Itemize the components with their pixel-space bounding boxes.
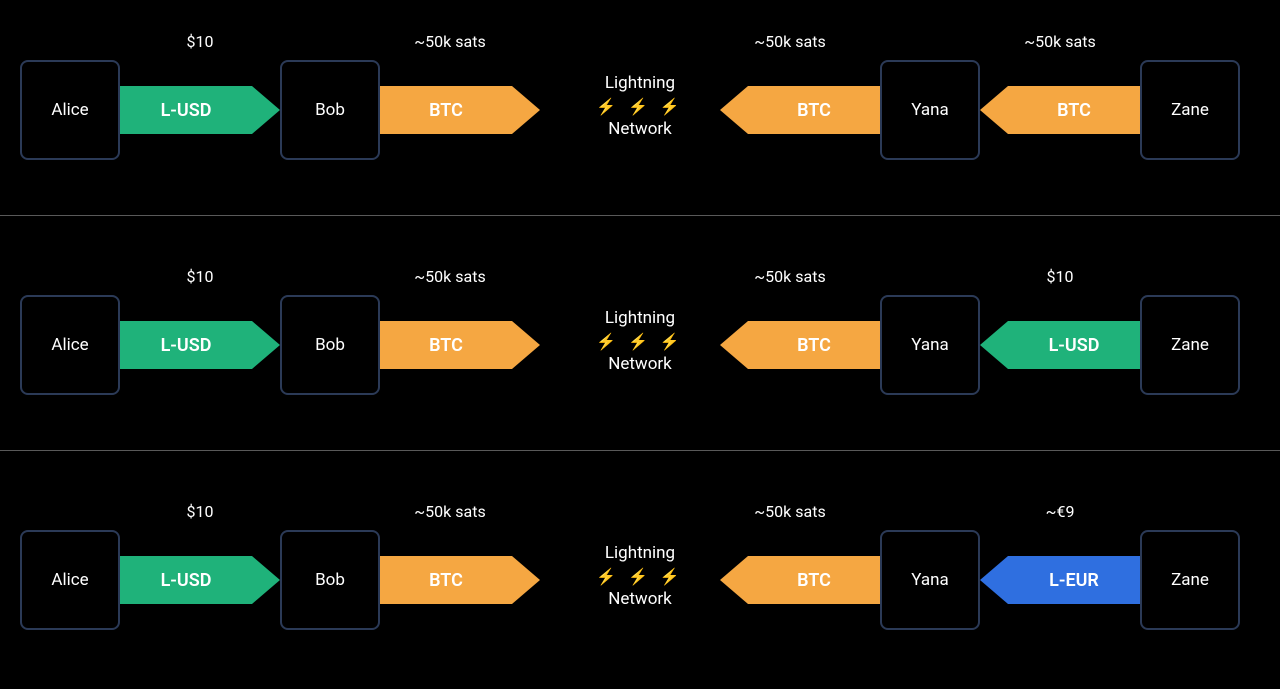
arrow-text: L-USD <box>161 570 212 591</box>
lightning-network-label: Lightning⚡ ⚡ ⚡Network <box>570 307 710 377</box>
arrow-text: BTC <box>429 100 463 121</box>
arrow-b_to_c: BTC <box>380 321 540 369</box>
arrow-shaft: L-USD <box>120 86 252 134</box>
arrow-value-label: $10 <box>130 32 270 51</box>
arrow-value-label: ~50k sats <box>380 32 520 51</box>
node-bob: Bob <box>280 295 380 395</box>
node-alice: Alice <box>20 60 120 160</box>
lightning-bolts-icon: ⚡ ⚡ ⚡ <box>570 566 710 588</box>
arrow-text: L-EUR <box>1049 570 1099 591</box>
arrow-y_to_z: BTC <box>980 86 1140 134</box>
lightning-network-label: Lightning⚡ ⚡ ⚡Network <box>570 72 710 142</box>
arrow-head-icon <box>720 86 748 134</box>
arrow-shaft: BTC <box>380 86 512 134</box>
arrow-head-icon <box>252 321 280 369</box>
node-bob: Bob <box>280 60 380 160</box>
flow-row-1: Alice Bob Yana Zane Lightning⚡ ⚡ ⚡Network L-U… <box>0 10 1280 190</box>
flow-row-2: Alice Bob Yana Zane Lightning⚡ ⚡ ⚡Network L-U… <box>0 245 1280 425</box>
node-zane: Zane <box>1140 295 1240 395</box>
arrow-text: BTC <box>797 335 831 356</box>
node-yana: Yana <box>880 530 980 630</box>
arrow-text: BTC <box>797 100 831 121</box>
arrow-c_to_y: BTC <box>720 556 880 604</box>
arrow-value-label: $10 <box>130 267 270 286</box>
arrow-text: L-USD <box>161 335 212 356</box>
arrow-value-label: ~50k sats <box>720 502 860 521</box>
arrow-text: BTC <box>797 570 831 591</box>
arrow-shaft: BTC <box>748 86 880 134</box>
arrow-text: BTC <box>1057 100 1091 121</box>
arrow-head-icon <box>252 556 280 604</box>
arrow-head-icon <box>512 86 540 134</box>
arrow-value-label: ~50k sats <box>720 267 860 286</box>
arrow-shaft: BTC <box>380 321 512 369</box>
arrow-value-label: $10 <box>990 267 1130 286</box>
arrow-head-icon <box>720 321 748 369</box>
arrow-text: L-USD <box>161 100 212 121</box>
arrow-head-icon <box>980 321 1008 369</box>
arrow-shaft: L-EUR <box>1008 556 1140 604</box>
node-bob: Bob <box>280 530 380 630</box>
node-alice: Alice <box>20 295 120 395</box>
node-alice: Alice <box>20 530 120 630</box>
arrow-head-icon <box>980 556 1008 604</box>
arrow-value-label: ~50k sats <box>720 32 860 51</box>
arrow-value-label: ~50k sats <box>380 267 520 286</box>
center-line1: Lightning <box>570 542 710 566</box>
node-yana: Yana <box>880 295 980 395</box>
arrow-text: BTC <box>429 335 463 356</box>
arrow-y_to_z: L-EUR <box>980 556 1140 604</box>
diagram-canvas: AliceBobYanaZaneLightning⚡ ⚡ ⚡NetworkL-U… <box>0 0 1280 689</box>
arrow-shaft: L-USD <box>1008 321 1140 369</box>
arrow-a_to_b: L-USD <box>120 86 280 134</box>
arrow-text: L-USD <box>1049 335 1100 356</box>
center-line2: Network <box>570 118 710 142</box>
arrow-value-label: ~€9 <box>990 502 1130 521</box>
center-line1: Lightning <box>570 72 710 96</box>
lightning-network-label: Lightning⚡ ⚡ ⚡Network <box>570 542 710 612</box>
arrow-shaft: BTC <box>380 556 512 604</box>
arrow-text: BTC <box>429 570 463 591</box>
arrow-head-icon <box>512 321 540 369</box>
node-yana: Yana <box>880 60 980 160</box>
arrow-shaft: BTC <box>1008 86 1140 134</box>
node-zane: Zane <box>1140 530 1240 630</box>
row-divider <box>0 215 1280 216</box>
arrow-c_to_y: BTC <box>720 86 880 134</box>
arrow-c_to_y: BTC <box>720 321 880 369</box>
lightning-bolts-icon: ⚡ ⚡ ⚡ <box>570 96 710 118</box>
flow-row-3: Alice Bob Yana Zane Lightning⚡ ⚡ ⚡Network L-U… <box>0 480 1280 660</box>
center-line2: Network <box>570 353 710 377</box>
arrow-shaft: L-USD <box>120 556 252 604</box>
arrow-head-icon <box>252 86 280 134</box>
arrow-value-label: $10 <box>130 502 270 521</box>
arrow-head-icon <box>980 86 1008 134</box>
arrow-value-label: ~50k sats <box>380 502 520 521</box>
arrow-b_to_c: BTC <box>380 86 540 134</box>
lightning-bolts-icon: ⚡ ⚡ ⚡ <box>570 331 710 353</box>
row-divider <box>0 450 1280 451</box>
arrow-b_to_c: BTC <box>380 556 540 604</box>
center-line1: Lightning <box>570 307 710 331</box>
arrow-a_to_b: L-USD <box>120 556 280 604</box>
arrow-y_to_z: L-USD <box>980 321 1140 369</box>
arrow-a_to_b: L-USD <box>120 321 280 369</box>
node-zane: Zane <box>1140 60 1240 160</box>
arrow-shaft: BTC <box>748 321 880 369</box>
arrow-head-icon <box>720 556 748 604</box>
arrow-shaft: L-USD <box>120 321 252 369</box>
center-line2: Network <box>570 588 710 612</box>
arrow-head-icon <box>512 556 540 604</box>
arrow-value-label: ~50k sats <box>990 32 1130 51</box>
arrow-shaft: BTC <box>748 556 880 604</box>
